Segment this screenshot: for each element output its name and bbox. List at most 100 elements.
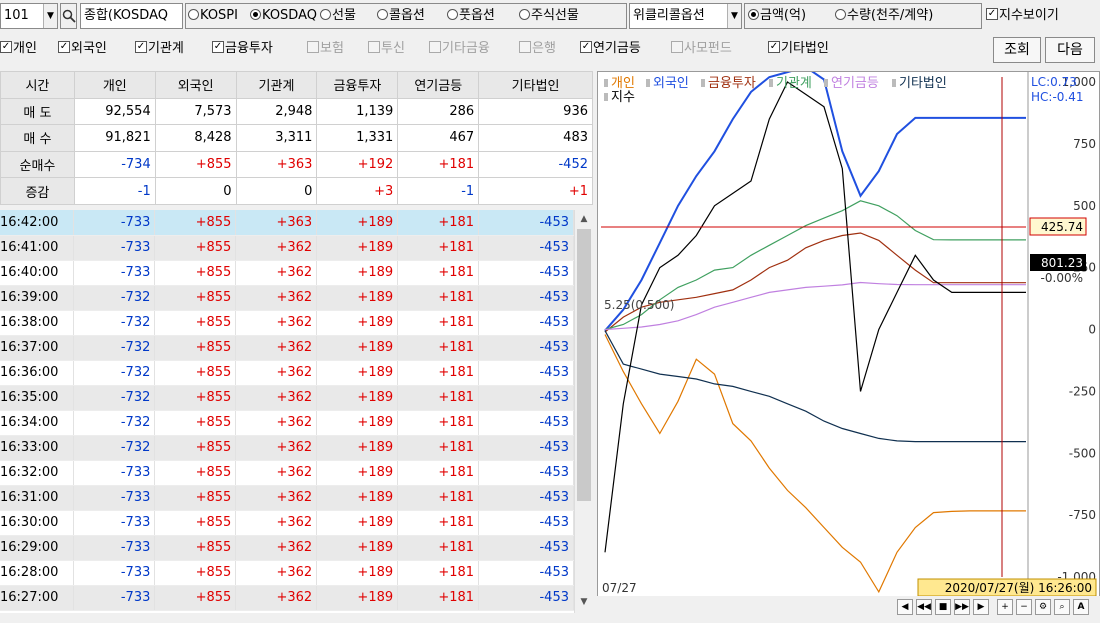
zoom-in-icon[interactable]: + bbox=[997, 599, 1013, 615]
table-row[interactable]: 16:34:00 -732 +855 +362 +189 +181 -453 bbox=[0, 410, 574, 436]
code-dropdown-icon[interactable]: ▼ bbox=[43, 4, 57, 28]
scroll-down-icon[interactable]: ▼ bbox=[580, 597, 588, 607]
value-cell: +362 bbox=[235, 360, 318, 386]
table-row[interactable]: 16:35:00 -732 +855 +362 +189 +181 -453 bbox=[0, 385, 574, 411]
time-cell: 16:37:00 bbox=[0, 335, 75, 361]
radio-amount[interactable]: 금액(억) bbox=[748, 3, 806, 29]
legend-entry[interactable]: 금융투자 bbox=[708, 76, 756, 91]
search-button[interactable] bbox=[60, 3, 77, 29]
legend-entry[interactable]: 기관계 bbox=[776, 76, 812, 91]
nav-stop-icon[interactable]: ■ bbox=[935, 599, 951, 615]
filter-checkbox-5[interactable]: 투신 bbox=[368, 38, 405, 60]
value-cell: -453 bbox=[478, 285, 574, 311]
summary-cell: -734 bbox=[73, 150, 156, 179]
radio-put[interactable]: 풋옵션 bbox=[447, 3, 495, 29]
chart-panel[interactable]: 1,0007505002500-250-500-750-1,000개인외국인금융… bbox=[597, 71, 1100, 623]
table-row[interactable]: 16:41:00 -733 +855 +362 +189 +181 -453 bbox=[0, 235, 574, 261]
chart-search-icon[interactable]: ⌕ bbox=[1054, 599, 1070, 615]
time-cell: 16:27:00 bbox=[0, 585, 75, 611]
cursor-datetime: 2020/07/27(월) 16:26:00 bbox=[945, 581, 1092, 595]
chart-settings-icon[interactable]: ⚙ bbox=[1035, 599, 1051, 615]
table-row[interactable]: 16:36:00 -732 +855 +362 +189 +181 -453 bbox=[0, 360, 574, 386]
radio-futures[interactable]: 선물 bbox=[320, 3, 356, 29]
table-row[interactable]: 16:30:00 -733 +855 +362 +189 +181 -453 bbox=[0, 510, 574, 536]
table-row[interactable]: 16:31:00 -733 +855 +362 +189 +181 -453 bbox=[0, 485, 574, 511]
time-cell: 16:29:00 bbox=[0, 535, 75, 561]
value-cell: -732 bbox=[73, 310, 156, 336]
radio-call[interactable]: 콜옵션 bbox=[377, 3, 425, 29]
index-show-checkbox[interactable]: 지수보이기 bbox=[986, 3, 1059, 29]
legend-entry[interactable]: 기타법인 bbox=[899, 76, 947, 91]
filter-checkbox-4[interactable]: 보험 bbox=[307, 38, 344, 60]
scroll-up-icon[interactable]: ▲ bbox=[580, 214, 588, 224]
table-row[interactable]: 16:42:00 -733 +855 +363 +189 +181 -453 bbox=[0, 210, 574, 236]
value-cell: -453 bbox=[478, 535, 574, 561]
value-cell: -453 bbox=[478, 210, 574, 236]
font-size-icon[interactable]: A bbox=[1073, 599, 1089, 615]
code-input[interactable]: 101 ▼ bbox=[0, 3, 58, 29]
legend-swatch bbox=[604, 79, 608, 87]
filter-checkbox-8[interactable]: 연기금등 bbox=[580, 38, 641, 60]
summary-row-label: 증감 bbox=[0, 177, 75, 205]
weekly-select[interactable]: 위클리콜옵션 ▼ bbox=[629, 3, 742, 29]
investor-flow-chart: 1,0007505002500-250-500-750-1,000개인외국인금융… bbox=[601, 72, 1097, 597]
table-row[interactable]: 16:27:00 -733 +855 +362 +189 +181 -453 bbox=[0, 585, 574, 611]
summary-cell: +181 bbox=[397, 150, 480, 179]
table-row[interactable]: 16:28:00 -733 +855 +362 +189 +181 -453 bbox=[0, 560, 574, 586]
filter-checkbox-7[interactable]: 은행 bbox=[519, 38, 556, 60]
query-button[interactable]: 조회 bbox=[993, 37, 1041, 63]
summary-cell: -1 bbox=[73, 177, 156, 205]
radio-stock-futures[interactable]: 주식선물 bbox=[519, 3, 579, 29]
filter-checkbox-1[interactable]: 외국인 bbox=[58, 38, 107, 60]
y-tick-label: 1,000 bbox=[1062, 75, 1096, 89]
series-line-1 bbox=[604, 72, 1026, 332]
legend-entry[interactable]: 외국인 bbox=[653, 76, 689, 91]
next-button[interactable]: 다음 bbox=[1045, 37, 1095, 63]
table-row[interactable]: 16:33:00 -732 +855 +362 +189 +181 -453 bbox=[0, 435, 574, 461]
table-row[interactable]: 16:38:00 -732 +855 +362 +189 +181 -453 bbox=[0, 310, 574, 336]
value-cell: +189 bbox=[316, 535, 399, 561]
legend-entry[interactable]: 개인 bbox=[611, 76, 635, 91]
time-table: 16:42:00 -733 +855 +363 +189 +181 -453 16:41:00… bbox=[0, 210, 574, 611]
zoom-out-icon[interactable]: − bbox=[1016, 599, 1032, 615]
value-cell: -453 bbox=[478, 260, 574, 286]
lc-label: LC:0.73 bbox=[1031, 75, 1077, 89]
filter-checkbox-0[interactable]: 개인 bbox=[0, 38, 37, 60]
radio-kosdaq[interactable]: KOSDAQ bbox=[250, 3, 317, 29]
radio-kospi[interactable]: KOSPI bbox=[188, 3, 238, 29]
scroll-thumb[interactable] bbox=[577, 229, 591, 501]
summary-body: 매 도 92,554 7,573 2,948 1,139 286 936 매 수 91,821 8… bbox=[0, 97, 593, 205]
nav-prev-icon[interactable]: ◀◀ bbox=[916, 599, 932, 615]
table-row[interactable]: 16:39:00 -732 +855 +362 +189 +181 -453 bbox=[0, 285, 574, 311]
table-row[interactable]: 16:29:00 -733 +855 +362 +189 +181 -453 bbox=[0, 535, 574, 561]
date-label: 07/27 bbox=[602, 581, 637, 595]
table-row[interactable]: 16:40:00 -733 +855 +362 +189 +181 -453 bbox=[0, 260, 574, 286]
filter-checkbox-2[interactable]: 기관계 bbox=[135, 38, 184, 60]
value-cell: +181 bbox=[397, 510, 480, 536]
nav-next-icon[interactable]: ▶▶ bbox=[954, 599, 970, 615]
nav-last-icon[interactable]: ▶ bbox=[973, 599, 989, 615]
filter-checkbox-3[interactable]: 금융투자 bbox=[212, 38, 273, 60]
filter-checkbox-10[interactable]: 기타법인 bbox=[768, 38, 829, 60]
checkbox-box bbox=[0, 41, 12, 53]
value-cell: +362 bbox=[235, 260, 318, 286]
legend-swatch bbox=[769, 79, 773, 87]
value-cell: +362 bbox=[235, 235, 318, 261]
filter-checkbox-9[interactable]: 사모펀드 bbox=[671, 38, 732, 60]
time-cell: 16:34:00 bbox=[0, 410, 75, 436]
weekly-dropdown-icon[interactable]: ▼ bbox=[727, 4, 741, 28]
time-table-panel[interactable]: 16:42:00 -733 +855 +363 +189 +181 -453 16:41:00… bbox=[0, 210, 593, 613]
time-cell: 16:31:00 bbox=[0, 485, 75, 511]
filter-label: 연기금등 bbox=[593, 41, 641, 56]
filter-checkbox-6[interactable]: 기타금융 bbox=[429, 38, 490, 60]
radio-dot bbox=[519, 9, 530, 20]
table-row[interactable]: 16:37:00 -732 +855 +362 +189 +181 -453 bbox=[0, 335, 574, 361]
vertical-scrollbar[interactable]: ▲ ▼ bbox=[574, 210, 593, 613]
legend-entry[interactable]: 지수 bbox=[611, 90, 635, 105]
legend-entry[interactable]: 연기금등 bbox=[831, 76, 879, 91]
nav-first-icon[interactable]: ◀ bbox=[897, 599, 913, 615]
table-row[interactable]: 16:32:00 -733 +855 +362 +189 +181 -453 bbox=[0, 460, 574, 486]
market-select[interactable]: 종합(KOSDAQ bbox=[80, 3, 183, 29]
radio-quantity[interactable]: 수량(천주/계약) bbox=[835, 3, 933, 29]
time-cell: 16:42:00 bbox=[0, 210, 75, 236]
